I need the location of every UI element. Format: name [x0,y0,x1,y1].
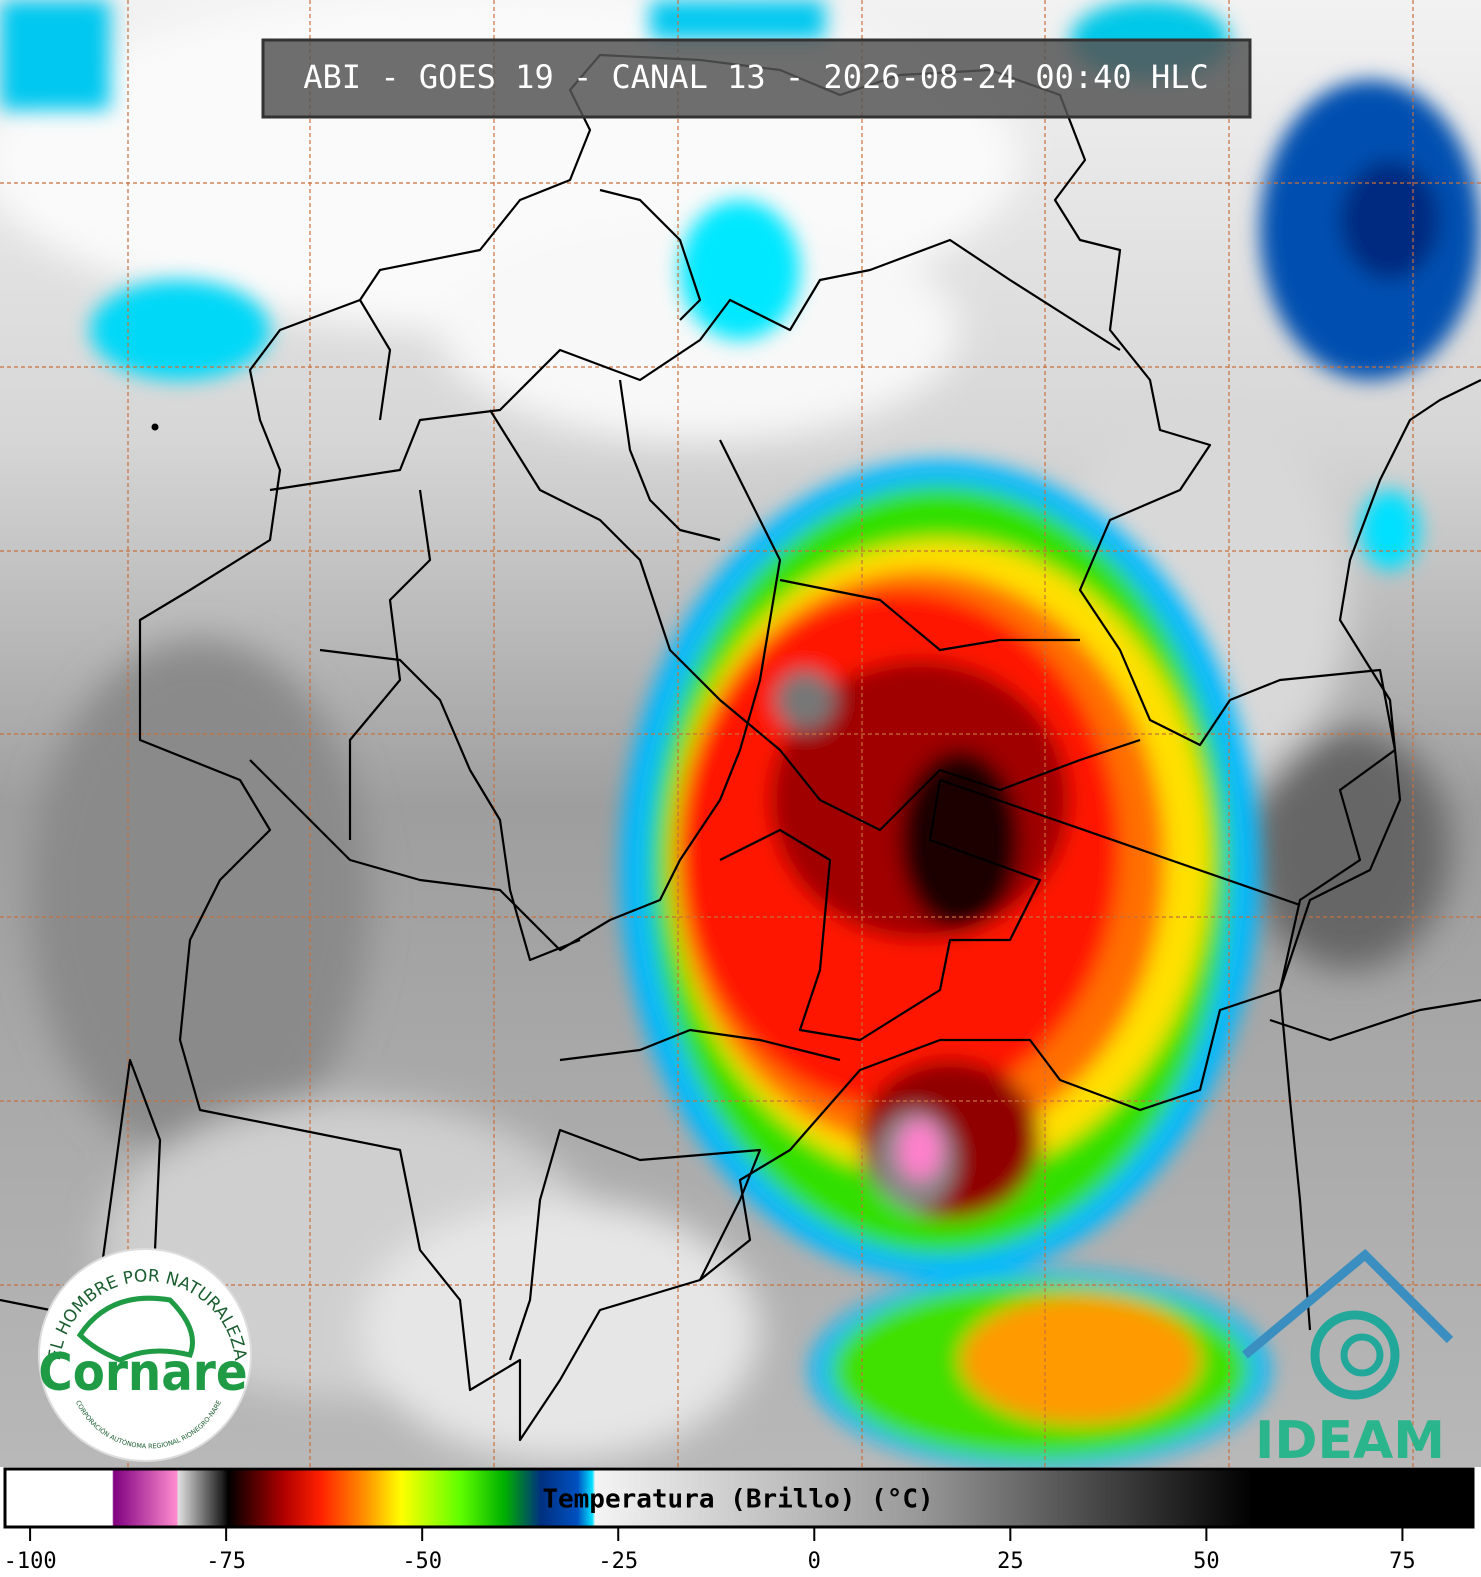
satellite-image [0,0,1481,1470]
colorbar: Temperatura (Brillo) (°C) -100 -75 -50 -25 0… [3,1467,1475,1574]
colorbar-gradient [3,1467,1475,1529]
tick-label: 75 [1389,1549,1416,1574]
tick-label: 50 [1193,1549,1220,1574]
colorbar-label: Temperatura (Brillo) (°C) [542,1485,933,1515]
tick-label: -100 [4,1549,57,1574]
tick-label: -25 [598,1549,638,1574]
tick-label: 0 [808,1549,821,1574]
logo-name: Cornare [38,1343,247,1403]
title-background [261,38,1252,119]
storm [620,460,1270,1470]
title: ABI - GOES 19 - CANAL 13 - 2026-08-24 00… [303,58,1208,96]
ideam-logo: IDEAM [1242,1248,1454,1471]
graticule [0,0,1481,1467]
logo-name: IDEAM [1255,1411,1445,1471]
tick-label: 25 [997,1549,1024,1574]
tick-label: -75 [206,1549,246,1574]
tick-label: -50 [402,1549,442,1574]
title-box: ABI - GOES 19 - CANAL 13 - 2026-08-24 00… [261,38,1252,119]
cornare-logo: EL HOMBRE POR NATURALEZA Cornare CORPORA… [38,1248,252,1462]
boundaries [0,53,1481,1442]
